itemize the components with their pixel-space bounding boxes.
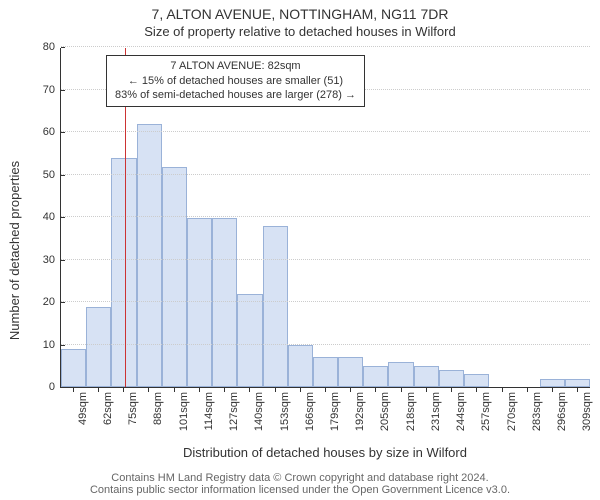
x-tick-label: 140sqm: [253, 392, 265, 431]
bar: [187, 218, 212, 388]
x-axis-caption: Distribution of detached houses by size …: [60, 445, 590, 460]
annotation-line-1: 7 ALTON AVENUE: 82sqm: [115, 59, 356, 74]
y-tick: 10: [43, 339, 61, 351]
x-tick-label: 179sqm: [329, 392, 341, 431]
chart-title: 7, ALTON AVENUE, NOTTINGHAM, NG11 7DR: [0, 6, 600, 22]
x-tick-mark: [325, 388, 326, 392]
x-tick-mark: [199, 388, 200, 392]
plot-area: 010203040506070807 ALTON AVENUE: 82sqm← …: [60, 48, 590, 388]
x-tick-mark: [98, 388, 99, 392]
x-tick-label: 296sqm: [556, 392, 568, 431]
bar-slot: [439, 48, 464, 387]
x-tick-mark: [275, 388, 276, 392]
chart-subtitle: Size of property relative to detached ho…: [0, 24, 600, 39]
bar-slot: [514, 48, 539, 387]
x-tick-mark: [577, 388, 578, 392]
x-tick-label: 127sqm: [228, 392, 240, 431]
bar: [338, 357, 363, 387]
bar: [540, 379, 565, 387]
bar-slot: [565, 48, 590, 387]
x-tick-label: 257sqm: [480, 392, 492, 431]
x-tick-label: 309sqm: [581, 392, 593, 431]
gridline: [61, 344, 590, 345]
bar-slot: [489, 48, 514, 387]
bar: [111, 158, 136, 387]
annotation-box: 7 ALTON AVENUE: 82sqm← 15% of detached h…: [106, 55, 365, 108]
x-ticks: 49sqm 62sqm 75sqm 88sqm 101sqm 114sqm 127sqm 14…: [60, 388, 590, 446]
x-tick-label: 192sqm: [354, 392, 366, 431]
x-tick-label: 283sqm: [531, 392, 543, 431]
y-tick: 70: [43, 84, 61, 96]
x-tick-label: 62sqm: [102, 392, 114, 425]
x-tick-mark: [451, 388, 452, 392]
y-tick: 60: [43, 126, 61, 138]
x-tick-mark: [148, 388, 149, 392]
bar: [565, 379, 590, 387]
x-tick-mark: [401, 388, 402, 392]
x-tick-mark: [426, 388, 427, 392]
x-tick-label: 75sqm: [127, 392, 139, 425]
property-size-chart: 7, ALTON AVENUE, NOTTINGHAM, NG11 7DR Si…: [0, 0, 600, 500]
bar: [86, 307, 111, 388]
x-tick-label: 114sqm: [203, 392, 215, 430]
x-tick-label: 101sqm: [178, 392, 190, 431]
x-tick-mark: [527, 388, 528, 392]
bar: [61, 349, 86, 387]
bar-slot: [464, 48, 489, 387]
x-tick-mark: [249, 388, 250, 392]
gridline: [61, 131, 590, 132]
bar: [464, 374, 489, 387]
bar-slot: [414, 48, 439, 387]
gridline: [61, 174, 590, 175]
x-tick-mark: [123, 388, 124, 392]
x-tick-mark: [174, 388, 175, 392]
x-tick-label: 218sqm: [405, 392, 417, 431]
x-tick-mark: [502, 388, 503, 392]
y-tick: 50: [43, 169, 61, 181]
x-tick-label: 231sqm: [430, 392, 442, 431]
bar: [439, 370, 464, 387]
gridline: [61, 259, 590, 260]
bar: [313, 357, 338, 387]
gridline: [61, 301, 590, 302]
x-tick-mark: [552, 388, 553, 392]
x-tick-label: 153sqm: [279, 392, 291, 431]
bar: [414, 366, 439, 387]
bar: [137, 124, 162, 387]
x-tick-label: 166sqm: [304, 392, 316, 431]
y-tick: 30: [43, 254, 61, 266]
footer-line-1: Contains HM Land Registry data © Crown c…: [0, 472, 600, 484]
bar: [162, 167, 187, 387]
bar-slot: [363, 48, 388, 387]
x-tick-mark: [350, 388, 351, 392]
annotation-line-3: 83% of semi-detached houses are larger (…: [115, 88, 356, 103]
y-tick: 40: [43, 211, 61, 223]
bar: [288, 345, 313, 387]
y-axis-label: Number of detached properties: [6, 0, 24, 500]
x-tick-mark: [73, 388, 74, 392]
bar-slot: [388, 48, 413, 387]
x-tick-label: 205sqm: [379, 392, 391, 431]
y-tick: 20: [43, 296, 61, 308]
bar: [212, 218, 237, 388]
x-tick-mark: [300, 388, 301, 392]
x-tick-label: 88sqm: [152, 392, 164, 425]
gridline: [61, 46, 590, 47]
x-tick-mark: [224, 388, 225, 392]
gridline: [61, 216, 590, 217]
bar: [237, 294, 262, 387]
x-tick-label: 244sqm: [455, 392, 467, 431]
x-tick-mark: [476, 388, 477, 392]
chart-footer: Contains HM Land Registry data © Crown c…: [0, 472, 600, 496]
bar: [363, 366, 388, 387]
annotation-line-2: ← 15% of detached houses are smaller (51…: [115, 74, 356, 89]
x-tick-label: 270sqm: [506, 392, 518, 431]
footer-line-2: Contains public sector information licen…: [0, 484, 600, 496]
x-tick-mark: [375, 388, 376, 392]
x-tick-label: 49sqm: [77, 392, 89, 425]
bar: [263, 226, 288, 387]
y-tick: 80: [43, 41, 61, 53]
bar: [388, 362, 413, 387]
bar-slot: [540, 48, 565, 387]
